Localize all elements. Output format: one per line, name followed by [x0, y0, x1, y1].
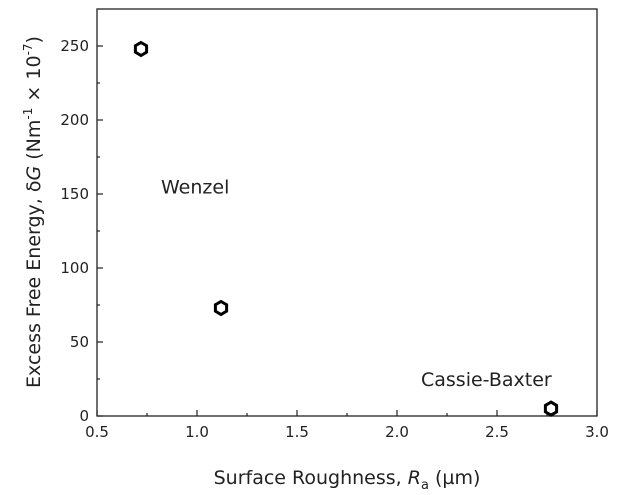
x-tick-label: 0.5 — [85, 423, 109, 441]
x-tick-label: 3.0 — [585, 423, 609, 441]
y-tick-label: 150 — [60, 185, 89, 203]
x-axis-title-symbol: R — [408, 467, 421, 489]
y-tick-label: 0 — [79, 407, 89, 425]
x-axis-title-main: Surface Roughness, — [214, 467, 408, 489]
annotation-label: Wenzel — [161, 177, 229, 199]
x-axis-ticks: 0.5 1.0 1.5 2.0 2.5 3.0 — [85, 410, 609, 441]
data-point — [543, 400, 559, 417]
x-axis-title-unit: (µm) — [429, 467, 480, 489]
y-tick-label: 100 — [60, 259, 89, 277]
y-tick-label: 50 — [70, 333, 89, 351]
y-axis-title-sup1: -1 — [21, 108, 35, 120]
x-tick-label: 2.0 — [385, 423, 409, 441]
y-axis-title: Excess Free Energy, δG (Nm-1 × 10-7) — [21, 36, 45, 388]
x-tick-label: 1.0 — [185, 423, 209, 441]
y-axis-ticks: 0 50 100 150 200 250 — [60, 37, 103, 425]
plot-frame — [96, 8, 598, 417]
data-point — [213, 299, 229, 317]
y-axis-title-sup2: -7 — [21, 43, 35, 55]
y-axis-title-main: Excess Free Energy, δ — [23, 180, 45, 387]
data-point — [133, 40, 149, 58]
y-axis-title-unit-open: (Nm — [23, 120, 45, 166]
annotation-label: Cassie-Baxter — [421, 369, 552, 391]
annotations: Wenzel Cassie-Baxter — [161, 177, 552, 391]
x-tick-label: 2.5 — [485, 423, 509, 441]
x-tick-label: 1.5 — [285, 423, 309, 441]
x-axis-title-subscript: a — [421, 478, 429, 493]
y-tick-label: 250 — [60, 37, 89, 55]
y-axis-title-unit-close: ) — [23, 36, 45, 43]
data-points — [133, 40, 559, 417]
y-axis-title-symbol: G — [23, 166, 45, 181]
x-axis-title: Surface Roughness, Ra (µm) — [214, 467, 481, 493]
y-tick-label: 200 — [60, 111, 89, 129]
y-axis-title-times: × 10 — [23, 55, 45, 107]
